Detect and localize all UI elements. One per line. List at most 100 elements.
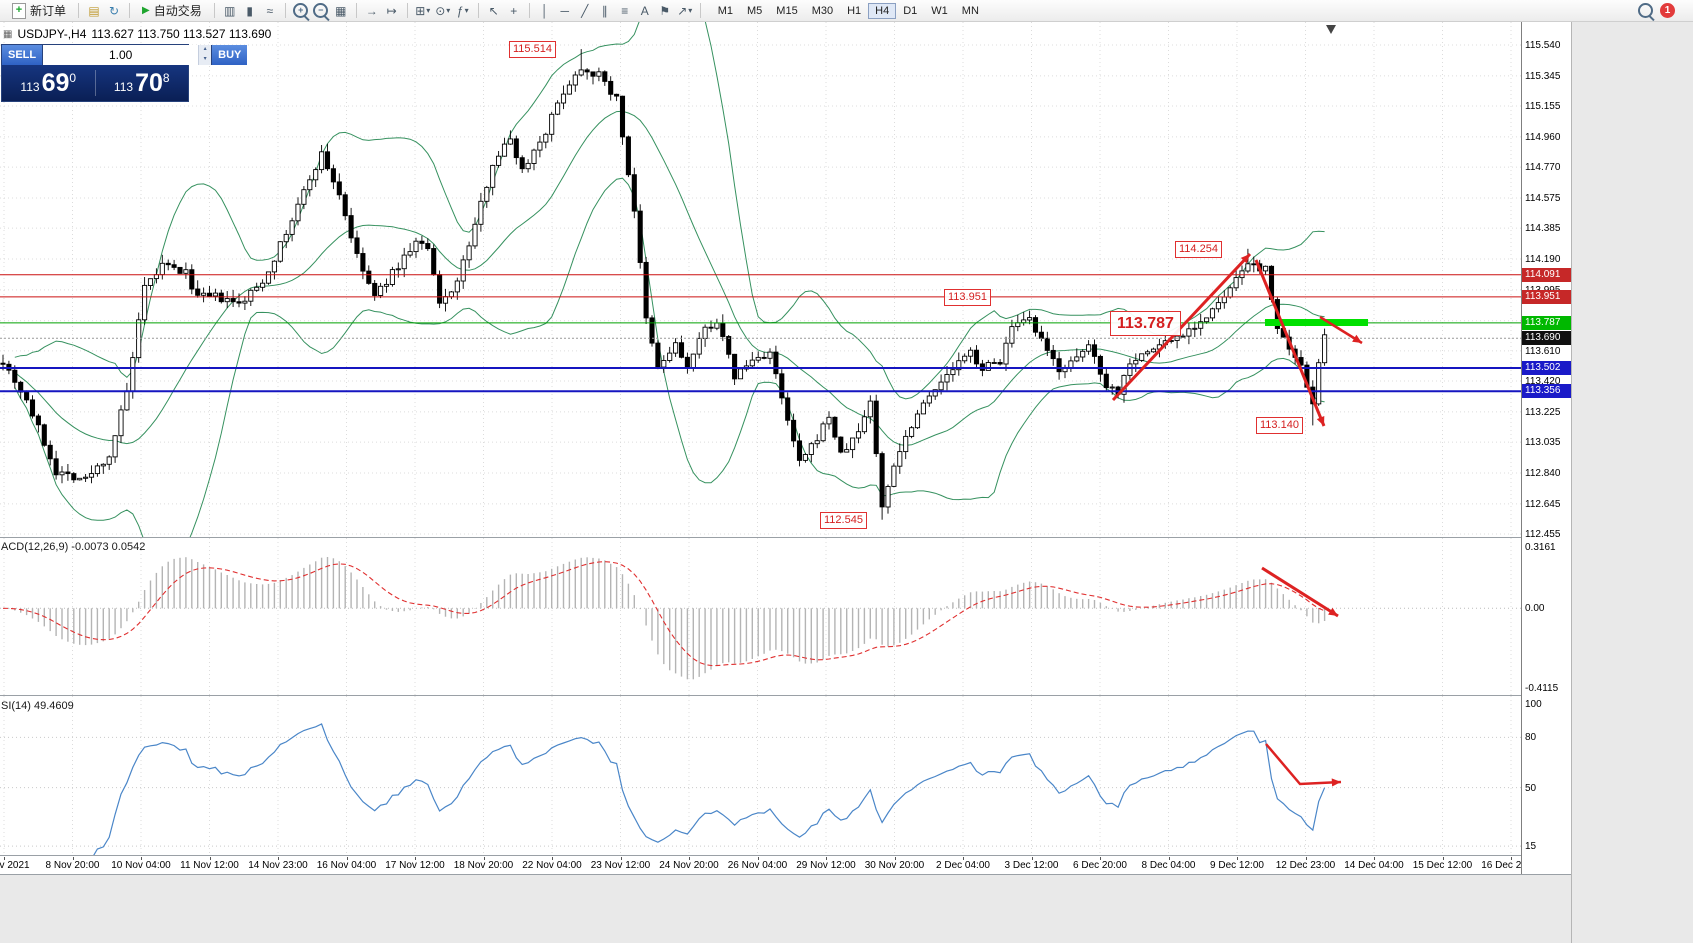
crosshair-button[interactable]: + [505,3,523,19]
profiles-button[interactable]: ⊙ ▾ [434,3,452,19]
timeframe-m30-button[interactable]: M30 [811,4,834,17]
sell-price-pipette: 0 [69,70,77,85]
price-tag: 113.951 [1522,290,1571,304]
equidistant-channel-button[interactable]: ∥ [596,3,614,19]
sell-button[interactable]: SELL [2,45,43,65]
candlestick-chart-button[interactable]: ▮ [241,3,259,19]
panel-separator[interactable] [0,855,1571,856]
price-callout[interactable]: 112.545 [820,512,867,529]
price-callout[interactable]: 113.140 [1256,417,1303,434]
macd-panel[interactable] [0,538,1521,695]
shift-marker-icon[interactable] [1326,25,1336,34]
rsi-scale-label: 100 [1525,699,1542,710]
price-scale-label: 114.575 [1525,193,1561,204]
time-label: 16 Nov 04:00 [316,860,377,871]
timeframe-w1-button[interactable]: W1 [931,4,948,17]
fibonacci-button[interactable]: ≡ [616,3,634,19]
grid-layer [0,538,1521,695]
auto-scroll-icon: → [365,3,378,18]
level-lines[interactable] [0,274,1521,393]
chart-templates-button[interactable]: ▤ [85,3,103,19]
trendline-icon: ╱ [581,3,589,18]
time-tick [1031,857,1033,860]
rsi-scale-label: 80 [1525,732,1537,743]
rsi-panel[interactable] [0,696,1521,855]
price-chart[interactable] [0,22,1521,537]
text-label-icon: ⚑ [659,3,671,18]
auto-trading-icon: ▶ [142,5,150,16]
price-axis[interactable]: 115.540 115.345 115.155 114.960 114.770 114.5… [1521,22,1571,874]
price-scale-label: 115.540 [1525,40,1561,51]
volume-up-button[interactable]: ▴ [199,45,212,55]
timeframe-mn-button[interactable]: MN [961,4,979,17]
timeframe-m5-button[interactable]: M5 [747,4,763,17]
search-icon[interactable] [1638,3,1653,18]
zoom-in-button[interactable]: + [292,3,310,19]
new-order-icon: + [12,2,26,19]
text-label-button[interactable]: ⚑ [656,3,674,19]
panel-separator[interactable] [0,537,1571,538]
time-tick [1511,857,1512,860]
auto-trading-button[interactable]: ▶ 自动交易 [136,0,208,21]
bar-chart-button[interactable]: ▥ [221,3,239,19]
volume-input[interactable] [43,45,199,65]
equidistant-channel-icon: ∥ [601,3,608,18]
bar-chart-icon: ▥ [224,3,236,18]
notification-badge[interactable]: 1 [1660,3,1675,18]
macd-scale-label: 0.3161 [1525,542,1556,553]
price-callout[interactable]: 114.254 [1175,241,1222,258]
trend-arrow[interactable] [1261,566,1339,618]
zoom-out-button[interactable]: − [312,3,330,19]
price-callout[interactable]: 113.787 [1110,311,1181,336]
panel-separator[interactable] [0,695,1571,696]
trend-arrow[interactable] [1265,743,1342,787]
chart-shift-icon: ↦ [386,3,397,18]
sell-price[interactable]: 113690 [2,69,95,98]
price-callout[interactable]: 113.951 [944,289,991,306]
arrows-button[interactable]: ↗ ▾ [676,3,694,19]
timeframe-h4-button[interactable]: H4 [868,2,897,19]
rsi-scale-label: 15 [1525,841,1537,852]
time-label: 15 Dec 12:00 [1412,860,1473,871]
refresh-icon: ↻ [108,3,120,18]
timeframe-m15-button[interactable]: M15 [776,4,798,17]
auto-scroll-button[interactable]: → [363,3,381,19]
new-chart-caret-icon: ▾ [426,6,431,15]
chart-shift-button[interactable]: ↦ [383,3,401,19]
indicators-button[interactable]: ƒ ▾ [454,3,472,19]
cursor-icon: ↖ [488,3,499,18]
buy-price[interactable]: 113708 [96,69,189,98]
fibonacci-icon: ≡ [621,3,629,18]
time-tick [415,857,416,860]
chart-templates-icon: ▤ [88,3,100,18]
time-label: 9 Dec 12:00 [1210,860,1264,871]
time-tick [1168,857,1170,860]
volume-down-button[interactable]: ▾ [199,55,212,65]
buy-button[interactable]: BUY [212,45,248,65]
tile-windows-button[interactable]: ▦ [332,3,350,19]
time-label: 6 Dec 20:00 [1073,860,1127,871]
cursor-button[interactable]: ↖ [485,3,503,19]
new-chart-button[interactable]: ⊞ ▾ [414,3,432,19]
text-button[interactable]: A [636,3,654,19]
time-axis[interactable]: 8 Nov 2021 8 Nov 20:00 10 Nov 04:00 11 Nov … [0,857,1521,874]
timeframe-m1-button[interactable]: M1 [717,4,734,17]
toolbar-right: 1 [1638,3,1687,18]
macd-histogram [8,557,1326,680]
refresh-button[interactable]: ↻ [105,3,123,19]
tile-windows-icon: ▦ [335,3,347,18]
timeframe-d1-button[interactable]: D1 [903,4,918,17]
timeframe-h1-button[interactable]: H1 [847,4,862,17]
horizontal-line-button[interactable]: ─ [556,3,574,19]
rsi-scale-label: 50 [1525,783,1537,794]
line-chart-button[interactable]: ≈ [261,3,279,19]
price-tag: 113.690 [1522,331,1571,345]
trend-arrows[interactable] [1111,252,1363,427]
new-order-button[interactable]: + 新订单 [6,0,72,21]
trendline-button[interactable]: ╱ [576,3,594,19]
chart-header: ▦ USDJPY-,H4 113.627 113.750 113.527 113… [3,27,271,41]
price-callout[interactable]: 115.514 [509,41,556,58]
highlight-zone[interactable] [1265,319,1368,326]
time-tick [620,857,622,860]
vertical-line-button[interactable]: │ [536,3,554,19]
